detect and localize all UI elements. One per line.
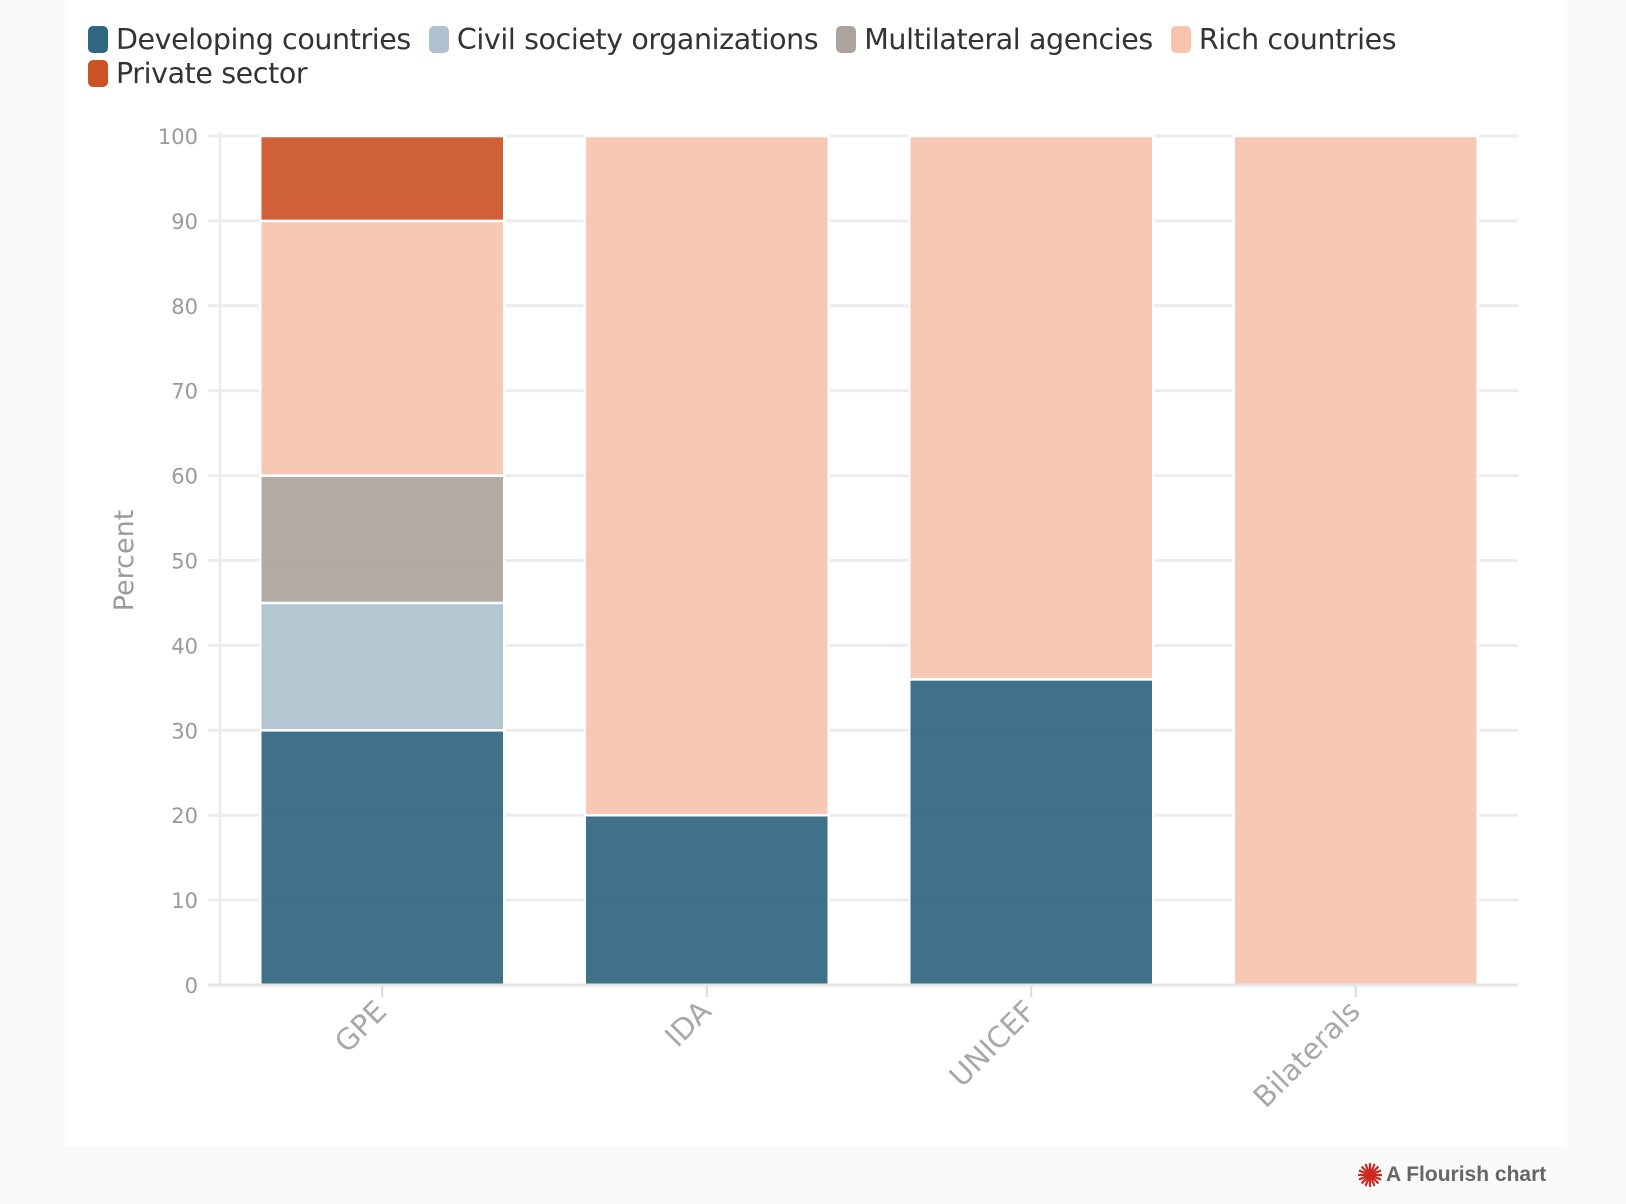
- bar-segment: [908, 678, 1155, 987]
- bar-segment: [259, 474, 506, 605]
- bar-segment: [583, 813, 830, 987]
- legend-swatch: [88, 59, 108, 87]
- legend-swatch: [428, 25, 449, 53]
- legend-item-civil-society[interactable]: Civil society organizations: [428, 22, 819, 56]
- bar-segment: [1232, 134, 1479, 987]
- y-tick-label: 20: [171, 804, 198, 828]
- legend-item-rich-countries[interactable]: Rich countries: [1170, 22, 1397, 56]
- y-tick-label: 30: [171, 719, 198, 743]
- y-tick-label: 10: [171, 889, 198, 913]
- x-tick-label: GPE: [328, 994, 393, 1059]
- legend: Developing countries Civil society organ…: [88, 22, 1528, 90]
- y-tick-label: 60: [171, 465, 198, 489]
- y-tick-label: 0: [185, 974, 198, 998]
- bar-segment: [908, 134, 1155, 681]
- legend-label: Rich countries: [1198, 22, 1397, 56]
- legend-swatch: [88, 25, 108, 53]
- x-tick-label: UNICEF: [943, 994, 1043, 1094]
- bar-segment: [259, 219, 506, 477]
- flourish-logo-icon: [1358, 1163, 1382, 1187]
- y-tick-label: 100: [158, 125, 198, 149]
- x-tick-label: IDA: [658, 994, 718, 1054]
- bar-segment: [259, 134, 506, 223]
- y-axis-label: Percent: [109, 510, 140, 612]
- legend-swatch: [1170, 25, 1191, 53]
- y-tick-label: 90: [171, 210, 198, 234]
- bar-segment: [259, 729, 506, 987]
- x-tick-label: Bilaterals: [1247, 994, 1367, 1114]
- legend-item-developing-countries[interactable]: Developing countries: [88, 22, 411, 56]
- legend-item-private-sector[interactable]: Private sector: [88, 56, 308, 90]
- legend-item-multilateral-agencies[interactable]: Multilateral agencies: [836, 22, 1153, 56]
- bar-segment: [259, 601, 506, 732]
- legend-label: Civil society organizations: [456, 22, 819, 56]
- y-tick-label: 70: [171, 380, 198, 404]
- flourish-credit[interactable]: A Flourish chart: [1358, 1163, 1546, 1187]
- legend-swatch: [836, 25, 857, 53]
- legend-label: Private sector: [116, 56, 308, 90]
- legend-label: Multilateral agencies: [864, 22, 1153, 56]
- legend-label: Developing countries: [116, 22, 411, 56]
- credit-text: A Flourish chart: [1386, 1163, 1547, 1186]
- y-tick-label: 50: [171, 550, 198, 574]
- y-tick-label: 40: [171, 634, 198, 658]
- bar-segment: [583, 134, 830, 817]
- y-tick-label: 80: [171, 295, 198, 319]
